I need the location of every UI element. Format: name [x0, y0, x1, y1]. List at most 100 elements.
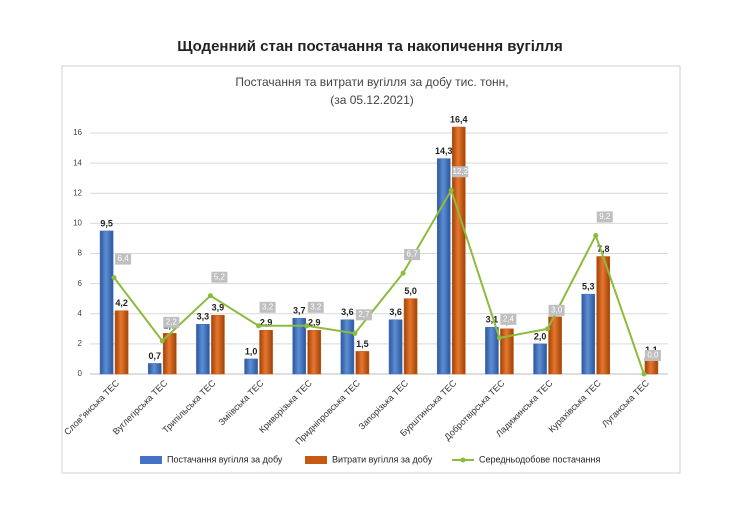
value-label: 2,2 — [166, 317, 178, 326]
legend-label: Витрати вугілля за добу — [332, 454, 433, 464]
y-tick-label: 2 — [78, 339, 83, 348]
x-tick-label: Трипільська ТЕС — [160, 378, 217, 435]
x-tick-label: Запорізька ТЕС — [357, 378, 411, 432]
value-label: 3,2 — [262, 302, 274, 311]
value-label: 3,1 — [486, 315, 499, 325]
value-label: 1,5 — [356, 339, 369, 349]
value-label: 1,0 — [245, 346, 258, 356]
line-point — [641, 371, 647, 377]
chart-title: Постачання та витрати вугілля за добу ти… — [235, 75, 508, 89]
value-label-box — [163, 316, 180, 328]
x-tick-label: Луганська ТЕС — [600, 378, 652, 430]
value-label: 3,6 — [389, 307, 402, 317]
bar — [340, 319, 355, 375]
value-label-box — [115, 253, 132, 265]
value-label-box — [404, 249, 421, 261]
bar — [114, 310, 129, 375]
bar — [548, 316, 562, 375]
bar — [259, 330, 273, 375]
value-label: 9,2 — [599, 212, 611, 221]
bar — [581, 293, 596, 375]
value-label: 0,7 — [148, 351, 161, 361]
line-point — [496, 335, 502, 341]
bar — [292, 317, 307, 375]
bar — [485, 327, 499, 375]
bar — [500, 328, 514, 375]
line-point — [304, 323, 310, 329]
value-label: 9,5 — [100, 218, 113, 228]
value-label: 0,0 — [647, 351, 659, 360]
line-point — [207, 293, 213, 299]
bar — [99, 230, 114, 375]
value-label: 3,6 — [341, 307, 354, 317]
y-tick-label: 6 — [78, 279, 83, 288]
x-tick-label: Курахівська ТЕС — [547, 378, 604, 435]
legend-swatch — [305, 456, 327, 464]
value-label: 3,0 — [551, 305, 563, 314]
chart-frame — [61, 65, 681, 474]
bar — [388, 319, 403, 375]
value-label: 16,4 — [450, 114, 468, 124]
bar — [451, 126, 466, 375]
bar — [403, 298, 418, 375]
value-label: 3,2 — [310, 302, 322, 311]
y-tick-label: 8 — [78, 249, 83, 258]
value-label: 2,9 — [308, 318, 321, 328]
value-label-box — [307, 301, 324, 313]
value-label: 3,9 — [212, 303, 225, 313]
page-title: Щоденний стан постачання та накопичення … — [177, 38, 562, 55]
value-label: 14,3 — [435, 146, 453, 156]
y-tick-label: 16 — [73, 128, 82, 137]
line-point — [256, 323, 262, 329]
value-label-box — [355, 309, 372, 321]
value-label: 4,2 — [115, 298, 128, 308]
bar — [355, 351, 370, 375]
value-label: 5,2 — [214, 272, 226, 281]
value-label-box — [644, 350, 661, 361]
bar — [307, 330, 322, 375]
y-tick-label: 12 — [73, 188, 82, 197]
value-label: 6,7 — [407, 250, 419, 259]
line-point — [159, 338, 165, 344]
x-tick-label: Зміївська ТЕС — [216, 378, 266, 428]
value-label: 3,7 — [293, 306, 306, 316]
line-point — [448, 187, 454, 193]
y-tick-label: 0 — [78, 369, 83, 378]
value-label: 1,1 — [645, 345, 658, 355]
line-point — [593, 232, 599, 238]
legend-swatch — [140, 456, 162, 464]
y-tick-label: 10 — [73, 219, 82, 228]
line — [113, 187, 645, 375]
value-label-box — [548, 304, 565, 316]
value-label: 5,3 — [582, 282, 595, 292]
bar — [244, 358, 258, 375]
line-point — [545, 326, 551, 332]
legend-label: Постачання вугілля за добу — [167, 454, 283, 464]
bar — [436, 158, 451, 375]
value-label-box — [596, 211, 613, 223]
value-label: 6,4 — [118, 254, 130, 263]
value-label-box — [452, 166, 469, 178]
bar — [596, 256, 611, 375]
y-tick-label: 14 — [73, 158, 82, 167]
value-label: 2,9 — [260, 318, 273, 328]
bar — [196, 324, 210, 375]
legend-label: Середньодобове постачання — [479, 454, 600, 464]
line-point — [352, 330, 358, 336]
value-label-box — [259, 301, 276, 313]
legend: Постачання вугілля за добу Витрати вугілл… — [140, 454, 600, 464]
value-label: 2,4 — [503, 314, 515, 323]
value-label: 7,8 — [597, 244, 610, 254]
chart-subtitle: (за 05.12.2021) — [330, 93, 414, 107]
line-point — [111, 275, 117, 281]
value-label: 2,0 — [534, 331, 547, 341]
bar — [533, 343, 547, 375]
legend-swatch — [460, 457, 466, 463]
value-label: 2,7 — [358, 310, 370, 319]
value-label: 3,3 — [197, 312, 210, 322]
y-tick-label: 4 — [78, 309, 83, 318]
value-label: 12,2 — [452, 167, 468, 176]
line-point — [400, 270, 406, 276]
value-label-box — [211, 271, 228, 283]
